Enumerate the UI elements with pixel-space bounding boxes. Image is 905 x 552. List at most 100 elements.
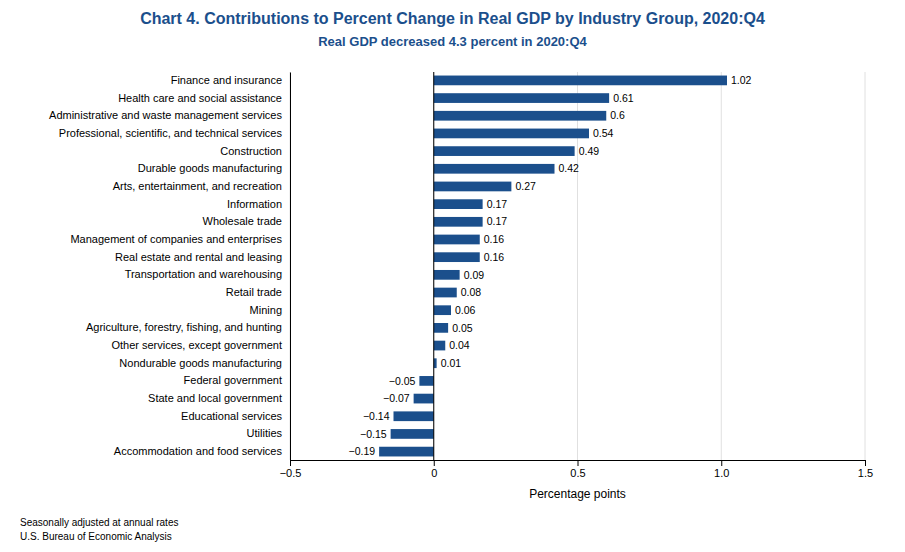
y-tick: Management of companies and enterprises: [70, 233, 290, 245]
bar: [434, 270, 460, 280]
y-tick-label: Durable goods manufacturing: [138, 162, 282, 174]
data-label: 0.09: [464, 269, 485, 281]
y-tick: Educational services: [181, 410, 290, 422]
y-tick-label: Wholesale trade: [203, 215, 283, 227]
y-tick-label: Educational services: [181, 410, 282, 422]
bar: [434, 146, 575, 156]
y-tick-label: Finance and insurance: [171, 74, 282, 86]
data-label: −0.19: [349, 445, 376, 457]
x-tick-mark: [865, 460, 866, 466]
bars: [379, 76, 727, 457]
title: Chart 4. Contributions to Percent Change…: [140, 10, 765, 27]
plot: −0.19−0.15−0.14−0.07−0.050.010.040.050.0…: [49, 72, 873, 479]
x-tick-label: 1.5: [858, 467, 873, 479]
y-tick-label: Health care and social assistance: [118, 92, 282, 104]
data-label: 1.02: [731, 74, 752, 86]
bar: [434, 235, 480, 245]
data-label: 0.54: [593, 127, 614, 139]
data-label: 0.61: [613, 92, 634, 104]
y-tick: Agriculture, forestry, fishing, and hunt…: [86, 321, 290, 333]
y-tick-label: Utilities: [247, 427, 283, 439]
bar: [434, 288, 457, 298]
data-label: 0.04: [449, 339, 470, 351]
x-tick-mark: [434, 460, 435, 466]
y-tick-label: Arts, entertainment, and recreation: [113, 180, 282, 192]
data-label: 0.17: [487, 215, 508, 227]
footnote: Seasonally adjusted at annual rates: [20, 517, 178, 528]
grid: [290, 72, 865, 460]
chart: Chart 4. Contributions to Percent Change…: [0, 0, 905, 552]
data-label: 0.06: [455, 304, 476, 316]
y-tick: Accommodation and food services: [114, 445, 290, 457]
x-tick-label: 0.5: [570, 467, 585, 479]
bar: [419, 376, 433, 386]
x-tick: 1.5: [858, 460, 873, 479]
y-tick-label: Administrative and waste management serv…: [49, 109, 282, 121]
bar: [434, 164, 555, 174]
y-tick: Utilities: [247, 427, 290, 439]
y-axis: Accommodation and food services Utilities…: [49, 73, 290, 461]
y-tick: Health care and social assistance: [118, 92, 290, 104]
bar: [434, 111, 607, 121]
y-tick: Nondurable goods manufacturing: [119, 357, 290, 369]
y-tick: Transportation and warehousing: [125, 268, 290, 280]
y-tick-label: State and local government: [148, 392, 282, 404]
x-tick: 1.0: [714, 460, 729, 479]
bar: [434, 76, 727, 86]
data-label: 0.08: [461, 286, 482, 298]
y-tick: Information: [227, 198, 290, 210]
x-axis-title: Percentage points: [529, 487, 626, 501]
y-tick-label: Transportation and warehousing: [125, 268, 282, 280]
y-tick: Professional, scientific, and technical …: [59, 127, 290, 139]
data-label: 0.16: [484, 251, 505, 263]
grid-line: [433, 72, 434, 460]
data-label: −0.07: [383, 392, 410, 404]
bar: [379, 447, 434, 457]
x-tick: 0: [431, 460, 437, 479]
data-label: 0.05: [452, 322, 473, 334]
x-tick: −0.5: [280, 460, 302, 479]
x-tick-mark: [290, 460, 291, 466]
y-tick-label: Mining: [250, 304, 282, 316]
y-tick: Arts, entertainment, and recreation: [113, 180, 290, 192]
y-tick-label: Professional, scientific, and technical …: [59, 127, 283, 139]
y-tick: Real estate and rental and leasing: [115, 251, 290, 263]
x-tick-mark: [721, 460, 722, 466]
bar: [434, 305, 451, 315]
data-label: 0.49: [579, 145, 600, 157]
data-label: 0.27: [515, 180, 536, 192]
data-label: 0.01: [441, 357, 462, 369]
x-axis: −0.5 0 0.5 1.0 1.5: [280, 460, 874, 479]
x-tick-mark: [578, 460, 579, 466]
y-axis-line: [290, 73, 291, 461]
data-label: −0.14: [363, 410, 390, 422]
bar: [434, 129, 589, 139]
y-tick: Finance and insurance: [171, 74, 290, 86]
bar: [391, 429, 434, 439]
bar: [434, 323, 448, 333]
y-tick-label: Accommodation and food services: [114, 445, 283, 457]
zero-line: [433, 72, 434, 460]
y-tick: Construction: [220, 145, 290, 157]
y-tick: Retail trade: [226, 286, 290, 298]
y-tick: State and local government: [148, 392, 290, 404]
y-tick: Other services, except government: [111, 339, 290, 351]
bar: [434, 182, 512, 192]
y-tick: Administrative and waste management serv…: [49, 109, 290, 121]
y-tick-label: Federal government: [184, 374, 282, 386]
x-tick-label: −0.5: [280, 467, 302, 479]
bar: [434, 93, 609, 103]
y-tick: Wholesale trade: [203, 215, 291, 227]
y-tick-label: Agriculture, forestry, fishing, and hunt…: [86, 321, 282, 333]
bar: [434, 217, 483, 227]
bar: [434, 341, 446, 351]
data-label: 0.42: [559, 162, 580, 174]
data-label: 0.17: [487, 198, 508, 210]
y-tick-label: Nondurable goods manufacturing: [119, 357, 282, 369]
y-tick-label: Management of companies and enterprises: [70, 233, 282, 245]
x-tick-label: 0: [431, 467, 437, 479]
data-label: −0.15: [360, 428, 387, 440]
x-axis-line: [291, 461, 866, 467]
bar: [434, 199, 483, 209]
y-tick-label: Retail trade: [226, 286, 282, 298]
